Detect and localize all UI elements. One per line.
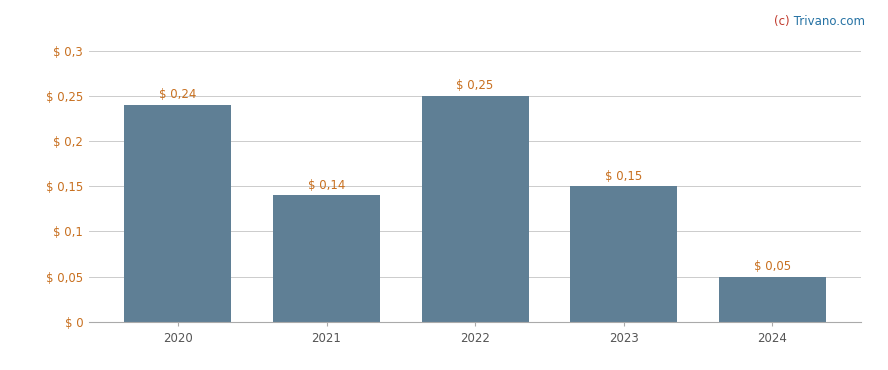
Bar — [570, 186, 678, 322]
Bar — [718, 277, 826, 322]
Bar — [422, 96, 528, 322]
Text: (c): (c) — [774, 15, 790, 28]
Bar — [273, 195, 380, 322]
Text: $ 0,15: $ 0,15 — [605, 169, 642, 183]
Text: $ 0,24: $ 0,24 — [159, 88, 196, 101]
Text: $ 0,05: $ 0,05 — [754, 260, 791, 273]
Text: $ 0,14: $ 0,14 — [308, 179, 345, 192]
Bar — [124, 105, 232, 322]
Text: Trivano.com: Trivano.com — [790, 15, 865, 28]
Text: $ 0,25: $ 0,25 — [456, 79, 494, 92]
